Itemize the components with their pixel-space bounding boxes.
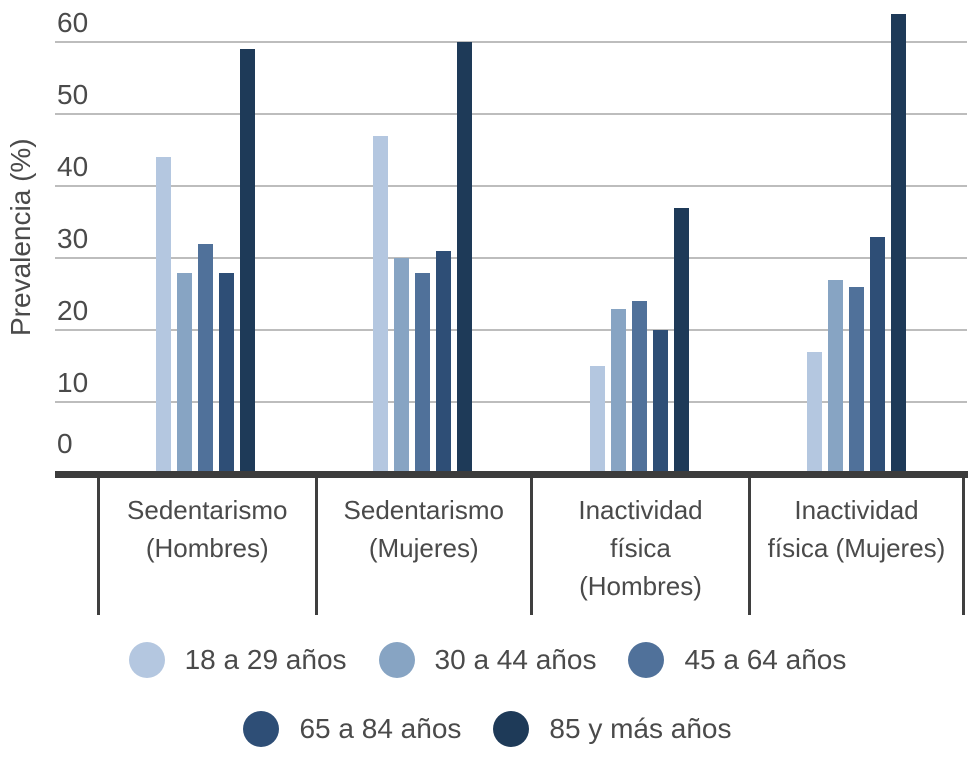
legend-label: 30 a 44 años: [434, 643, 597, 675]
gridline-40: [55, 185, 967, 188]
category-label-line: Sedentarismo: [343, 495, 504, 525]
bar-group4-series5: [891, 14, 906, 474]
category-label-line: (Hombres): [579, 571, 702, 601]
bar-group1-series1: [156, 157, 172, 474]
bar-group2-series3: [414, 273, 430, 474]
bar-group-1: [97, 0, 315, 474]
gridline-10: [55, 401, 967, 404]
legend-label: 18 a 29 años: [184, 643, 347, 675]
legend-item-1: 18 a 29 años: [128, 641, 347, 678]
bar-group2-series4: [435, 251, 451, 474]
bar-group1-series5: [240, 49, 256, 474]
bar-group3-series1: [589, 366, 605, 474]
y-tick-label-20: 20: [57, 295, 89, 327]
bar-group4-series2: [828, 280, 843, 474]
plot-area: 0 10 20 30 40 50 60: [55, 0, 967, 474]
category-label-2: Sedentarismo (Mujeres): [314, 478, 531, 615]
category-label-4: Inactividad física (Mujeres): [748, 478, 965, 615]
legend-item-5: 85 y más años: [493, 710, 732, 747]
bar-group3-series4: [652, 330, 668, 474]
bar-group1-series2: [177, 273, 193, 474]
legend-marker-circle-icon: [243, 710, 280, 747]
bar-group1-series3: [198, 244, 214, 474]
category-label-line: (Mujeres): [368, 533, 479, 563]
legend-marker-circle-icon: [628, 641, 665, 678]
bar-group-2: [315, 0, 531, 474]
gridline-50: [55, 113, 967, 116]
gridline-60: [55, 41, 967, 44]
bar-group1-series4: [219, 273, 235, 474]
bar-group2-series2: [393, 258, 409, 474]
category-label-line: física: [610, 533, 671, 563]
bar-group3-series3: [631, 301, 647, 474]
legend-label: 65 a 84 años: [299, 712, 462, 744]
y-tick-label-0: 0: [57, 428, 73, 459]
legend-item-3: 45 a 64 años: [628, 641, 847, 678]
category-label-line: física (Mujeres): [767, 533, 946, 563]
y-tick-label-40: 40: [57, 151, 89, 183]
category-label-1: Sedentarismo (Hombres): [97, 478, 315, 615]
gridline-30: [55, 257, 967, 260]
bar-group-4: [748, 0, 965, 474]
x-axis-line: [55, 471, 968, 478]
legend-row-1: 18 a 29 años 30 a 44 años 45 a 64 años: [128, 625, 847, 694]
category-axis: Sedentarismo (Hombres) Sedentarismo (Mujere…: [0, 471, 975, 623]
y-tick-label-30: 30: [57, 223, 89, 255]
gridline-20: [55, 329, 967, 332]
bar-group4-series4: [870, 237, 885, 474]
bar-group3-series2: [610, 309, 626, 474]
legend-marker-circle-icon: [128, 641, 165, 678]
bar-group3-series5: [673, 208, 689, 474]
legend-marker-circle-icon: [493, 710, 530, 747]
bar-group4-series1: [807, 352, 822, 474]
category-label-line: (Hombres): [145, 533, 269, 563]
bar-group2-series1: [372, 136, 388, 474]
y-tick-label-10: 10: [57, 367, 89, 399]
legend: 18 a 29 años 30 a 44 años 45 a 64 años 65 a…: [0, 625, 975, 763]
category-label-line: Inactividad: [794, 495, 919, 525]
category-label-line: Inactividad: [578, 495, 703, 525]
bar-group4-series3: [849, 287, 864, 474]
y-tick-label-50: 50: [57, 79, 89, 111]
bar-group2-series5: [456, 42, 472, 474]
y-tick-label-60: 60: [57, 7, 89, 39]
legend-label: 45 a 64 años: [684, 643, 847, 675]
category-label-line: Sedentarismo: [127, 495, 288, 525]
legend-row-2: 65 a 84 años 85 y más años: [243, 694, 732, 763]
legend-item-4: 65 a 84 años: [243, 710, 462, 747]
bar-group-3: [530, 0, 748, 474]
legend-item-2: 30 a 44 años: [378, 641, 597, 678]
legend-marker-circle-icon: [378, 641, 415, 678]
category-label-3: Inactividad física (Hombres): [530, 478, 748, 615]
legend-label: 85 y más años: [549, 712, 732, 744]
